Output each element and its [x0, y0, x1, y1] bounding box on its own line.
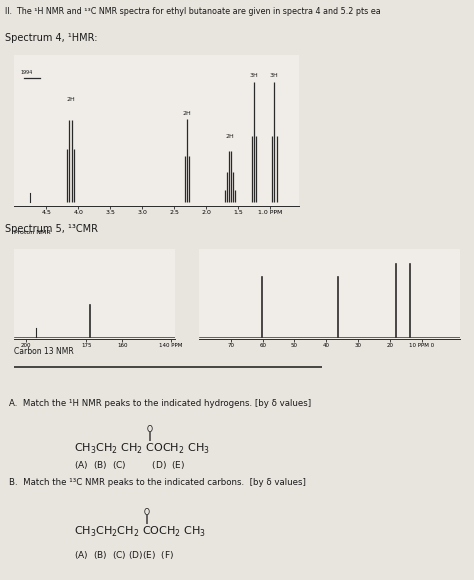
Text: $\rm (A)\ \ (B)\ \ (C)\qquad\quad (D)\ \ (E)$: $\rm (A)\ \ (B)\ \ (C)\qquad\quad (D)\ \…: [74, 459, 186, 471]
Text: 3H: 3H: [249, 74, 258, 78]
Text: $\rm CH_3CH_2CH_2\ \overset{O}{\overset{\|}{C}}OCH_2\ CH_3$: $\rm CH_3CH_2CH_2\ \overset{O}{\overset{…: [74, 507, 207, 541]
Text: 1994: 1994: [20, 70, 33, 75]
Text: Spectrum 5, ¹³CMR: Spectrum 5, ¹³CMR: [5, 224, 98, 234]
Text: 2H: 2H: [182, 111, 191, 116]
Text: 3H: 3H: [270, 74, 279, 78]
Text: $\rm CH_3CH_2\ CH_2\ \overset{O}{\overset{\|}{C}}OCH_2\ CH_3$: $\rm CH_3CH_2\ CH_2\ \overset{O}{\overse…: [74, 423, 210, 458]
Text: Spectrum 4, ¹HMR:: Spectrum 4, ¹HMR:: [5, 32, 97, 43]
Text: Proton NMR: Proton NMR: [14, 230, 51, 235]
Text: $\rm (A)\ \ (B)\ \ (C)\ (D)(E)\ \ (F)$: $\rm (A)\ \ (B)\ \ (C)\ (D)(E)\ \ (F)$: [74, 549, 174, 561]
Text: Carbon 13 NMR: Carbon 13 NMR: [14, 347, 74, 357]
Text: 2H: 2H: [66, 97, 75, 103]
Text: II.  The ¹H NMR and ¹³C NMR spectra for ethyl butanoate are given in spectra 4 a: II. The ¹H NMR and ¹³C NMR spectra for e…: [5, 7, 381, 16]
Text: A.  Match the ¹H NMR peaks to the indicated hydrogens. [by δ values]: A. Match the ¹H NMR peaks to the indicat…: [9, 399, 311, 408]
Text: B.  Match the ¹³C NMR peaks to the indicated carbons.  [by δ values]: B. Match the ¹³C NMR peaks to the indica…: [9, 478, 306, 487]
Text: 2H: 2H: [226, 133, 235, 139]
